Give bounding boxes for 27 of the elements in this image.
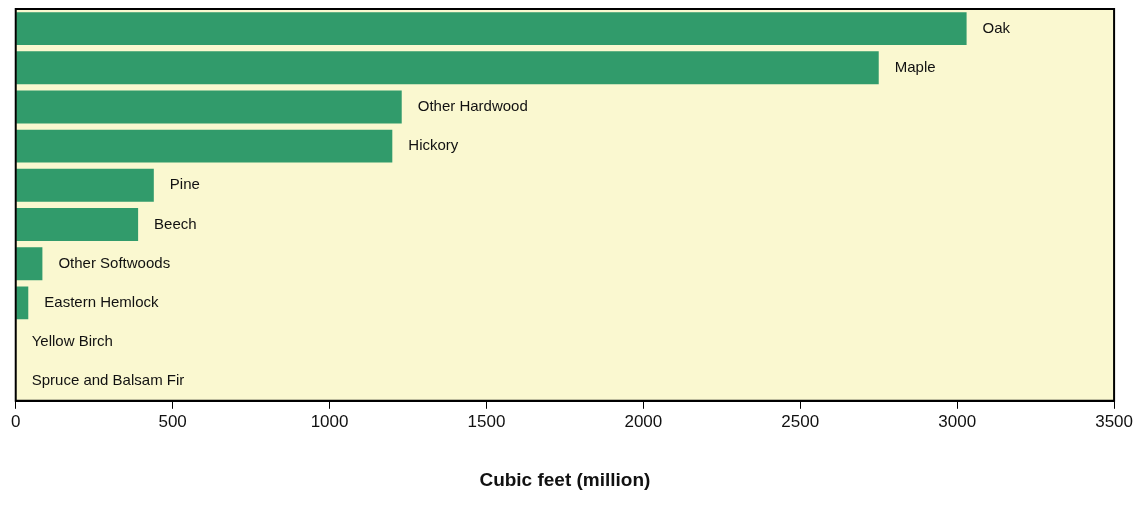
x-tick-label: 1500 — [467, 411, 506, 431]
bar — [16, 168, 154, 202]
bar — [16, 90, 402, 124]
y-tick-label: Eastern Hemlock — [44, 292, 159, 310]
bar — [16, 286, 29, 320]
bar — [16, 208, 139, 241]
bar — [16, 51, 879, 85]
x-tick-label: 1000 — [310, 411, 349, 431]
y-tick-label: Pine — [169, 175, 200, 193]
x-axis-title: Cubic feet (million) — [479, 468, 651, 490]
y-tick-label: Spruce and Balsam Fir — [31, 371, 185, 389]
x-tick-label: 0 — [10, 411, 21, 431]
x-tick-label: 500 — [158, 411, 187, 431]
x-tick-label: 2000 — [624, 411, 663, 431]
y-tick-label: Other Hardwood — [417, 97, 528, 115]
bar — [16, 247, 43, 281]
y-tick-label: Hickory — [408, 136, 459, 154]
bar — [16, 129, 393, 163]
y-tick-label: Oak — [982, 18, 1011, 36]
x-tick-label: 2500 — [781, 411, 820, 431]
bar — [16, 12, 967, 46]
y-tick-label: Other Softwoods — [58, 253, 171, 271]
y-tick-label: Yellow Birch — [31, 332, 113, 350]
x-tick-label: 3500 — [1095, 411, 1133, 431]
y-tick-label: Beech — [154, 214, 197, 232]
x-tick-label: 3000 — [938, 411, 977, 431]
y-tick-label: Maple — [894, 57, 936, 75]
